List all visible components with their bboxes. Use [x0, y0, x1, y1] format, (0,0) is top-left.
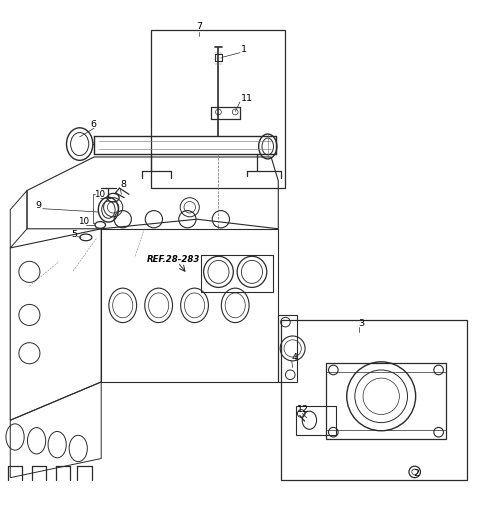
Text: 6: 6	[91, 120, 96, 129]
Text: 8: 8	[120, 180, 126, 189]
Text: 9: 9	[35, 201, 41, 210]
Text: 1: 1	[241, 45, 247, 54]
Text: 5: 5	[72, 230, 78, 239]
Bar	[326, 363, 446, 439]
Bar	[201, 255, 273, 292]
Text: 2: 2	[413, 469, 419, 478]
Text: 12: 12	[297, 405, 309, 414]
Text: 11: 11	[241, 94, 253, 103]
Bar	[152, 30, 286, 188]
Text: 3: 3	[359, 319, 365, 328]
Text: 10: 10	[78, 217, 89, 226]
Bar	[297, 406, 336, 435]
Text: REF.28-283: REF.28-283	[147, 255, 200, 264]
Bar	[281, 320, 468, 480]
Text: 7: 7	[196, 22, 202, 31]
Text: 4: 4	[292, 353, 298, 362]
Text: 10: 10	[94, 190, 105, 199]
